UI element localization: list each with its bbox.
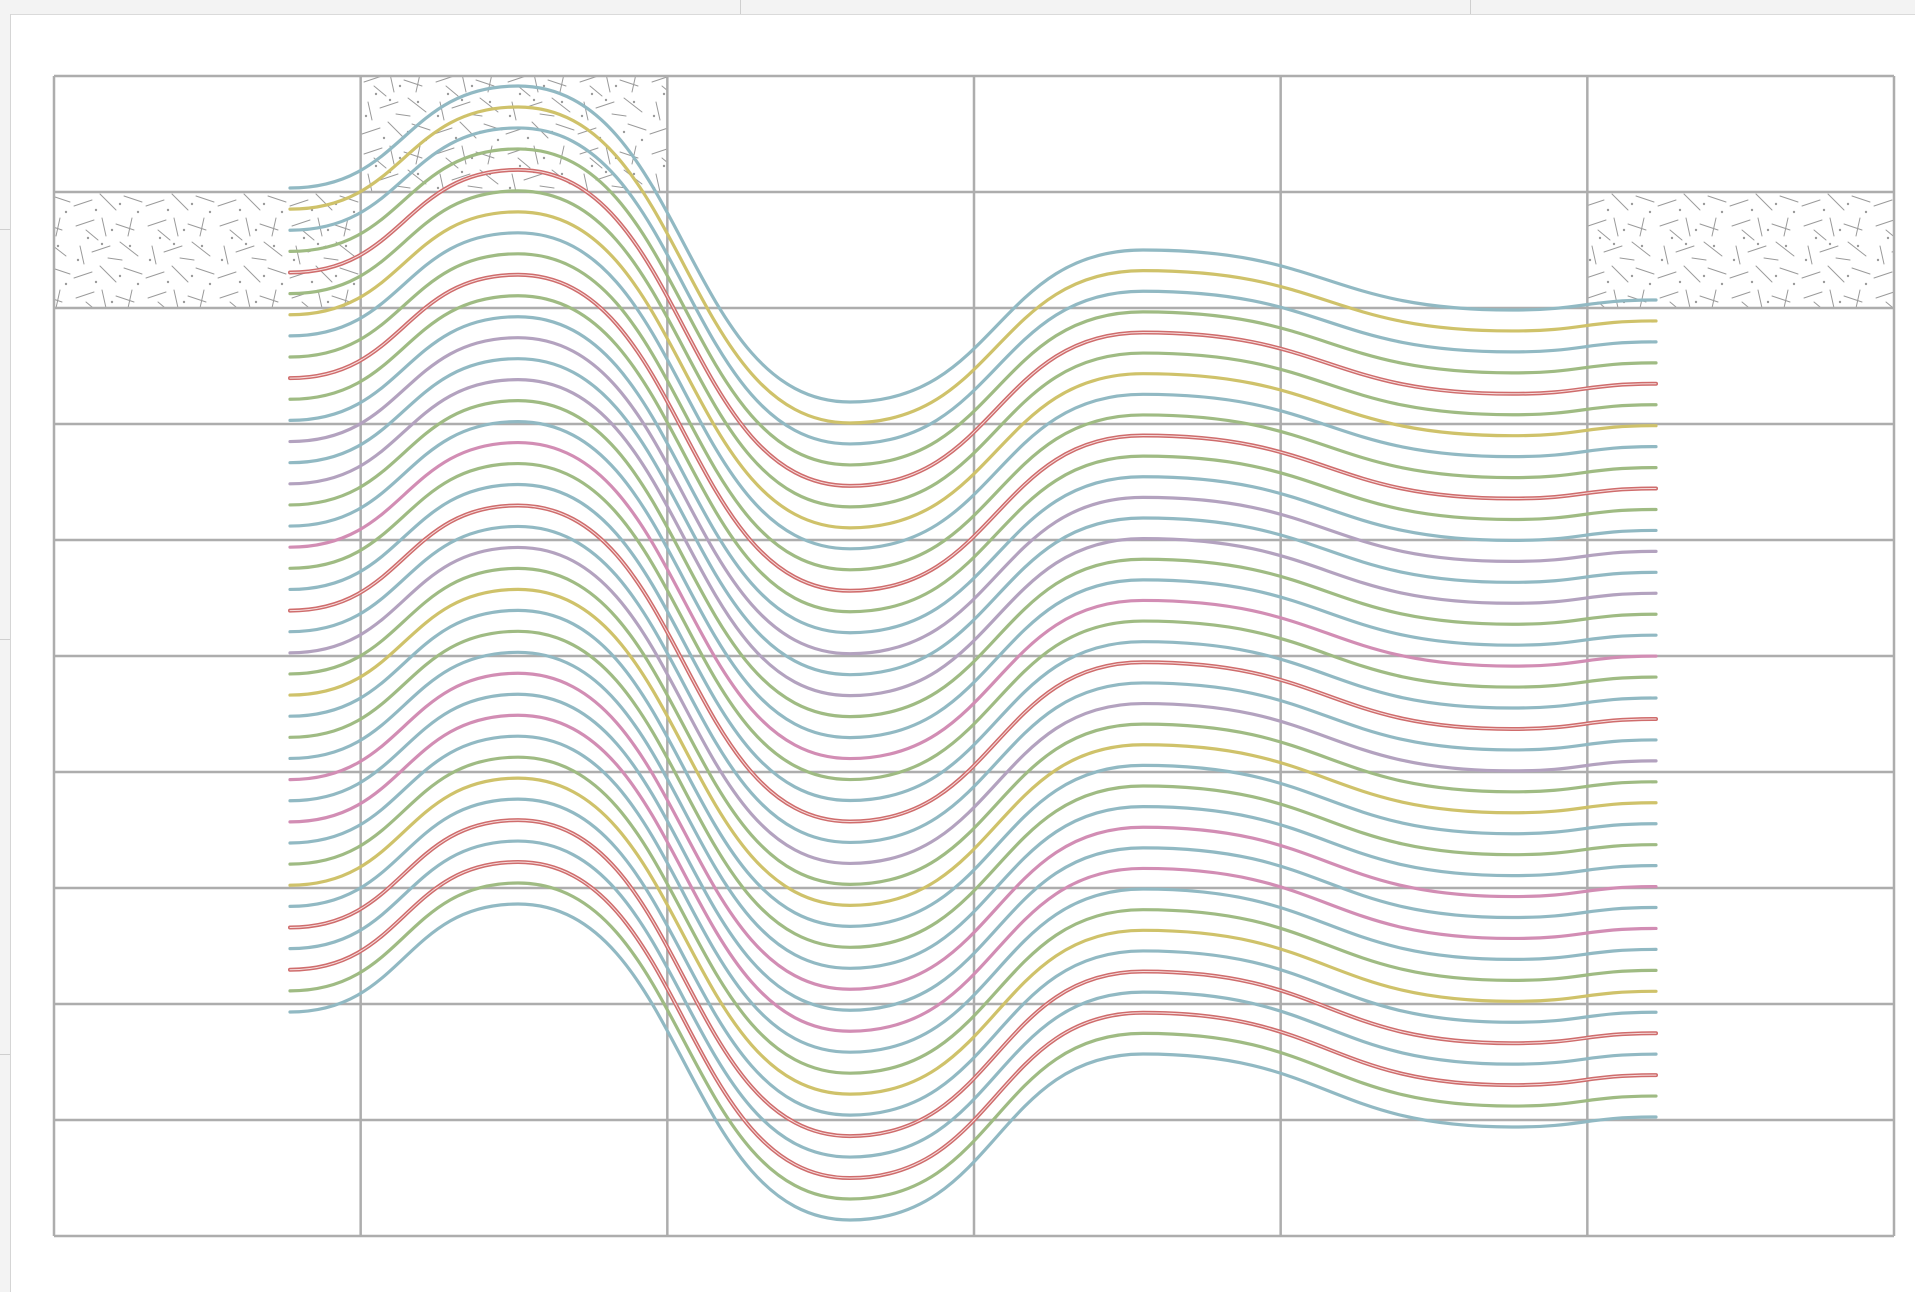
wave-line-blue — [288, 482, 1658, 803]
wave-line-pink — [288, 713, 1658, 1033]
wave-line-pink — [288, 440, 1658, 761]
wave-line-blue — [288, 797, 1658, 1117]
ruler-tick — [0, 1054, 10, 1055]
ruler-tick — [0, 639, 10, 640]
wave-line-blue — [288, 692, 1658, 1012]
wave-line-blue — [288, 126, 1658, 446]
wave-line-blue — [288, 315, 1658, 635]
wave-line-green — [288, 881, 1658, 1201]
ruler-tick — [0, 229, 10, 230]
wave-line-purple — [288, 336, 1658, 656]
wave-line-blue — [288, 231, 1658, 551]
top-bar-divider — [1470, 0, 1471, 14]
wave-line-inner-highlight — [289, 819, 1657, 1137]
wave-line-green — [288, 461, 1658, 782]
wave-line-yellow — [288, 105, 1658, 425]
wave-line-inner-highlight — [289, 274, 1657, 592]
window-top-bar — [0, 0, 1915, 15]
wave-line-yellow — [288, 776, 1658, 1096]
left-ruler — [0, 14, 11, 1292]
top-bar-divider — [740, 0, 741, 14]
wave-line-blue — [288, 608, 1658, 928]
textured-cell — [1587, 192, 1894, 308]
wave-line-blue — [288, 839, 1658, 1159]
wave-line-green — [288, 189, 1658, 509]
wave-line-blue — [288, 650, 1658, 970]
wave-lines — [288, 84, 1658, 1222]
wave-line-inner-highlight — [289, 169, 1657, 487]
wave-line-green — [288, 399, 1658, 719]
wave-line-purple — [288, 378, 1658, 698]
wave-line-inner-highlight — [289, 504, 1657, 822]
wave-line-green — [288, 629, 1658, 949]
wave-line-blue — [288, 902, 1658, 1222]
wave-line-blue — [288, 357, 1658, 677]
wave-line-blue — [288, 734, 1658, 1054]
wave-line-yellow — [288, 587, 1658, 907]
wave-line-green — [288, 566, 1658, 887]
wave-line-blue — [288, 419, 1658, 740]
wave-line-yellow — [288, 210, 1658, 530]
wave-line-pink — [288, 671, 1658, 991]
wave-line-green — [288, 755, 1658, 1075]
wave-line-blue — [288, 524, 1658, 845]
wave-line-green — [288, 147, 1658, 467]
wave-line-inner-highlight — [289, 861, 1657, 1179]
wave-line-green — [288, 252, 1658, 572]
wave-line-green — [288, 294, 1658, 614]
wave-line-blue — [288, 84, 1658, 404]
wave-line-purple — [288, 545, 1658, 866]
